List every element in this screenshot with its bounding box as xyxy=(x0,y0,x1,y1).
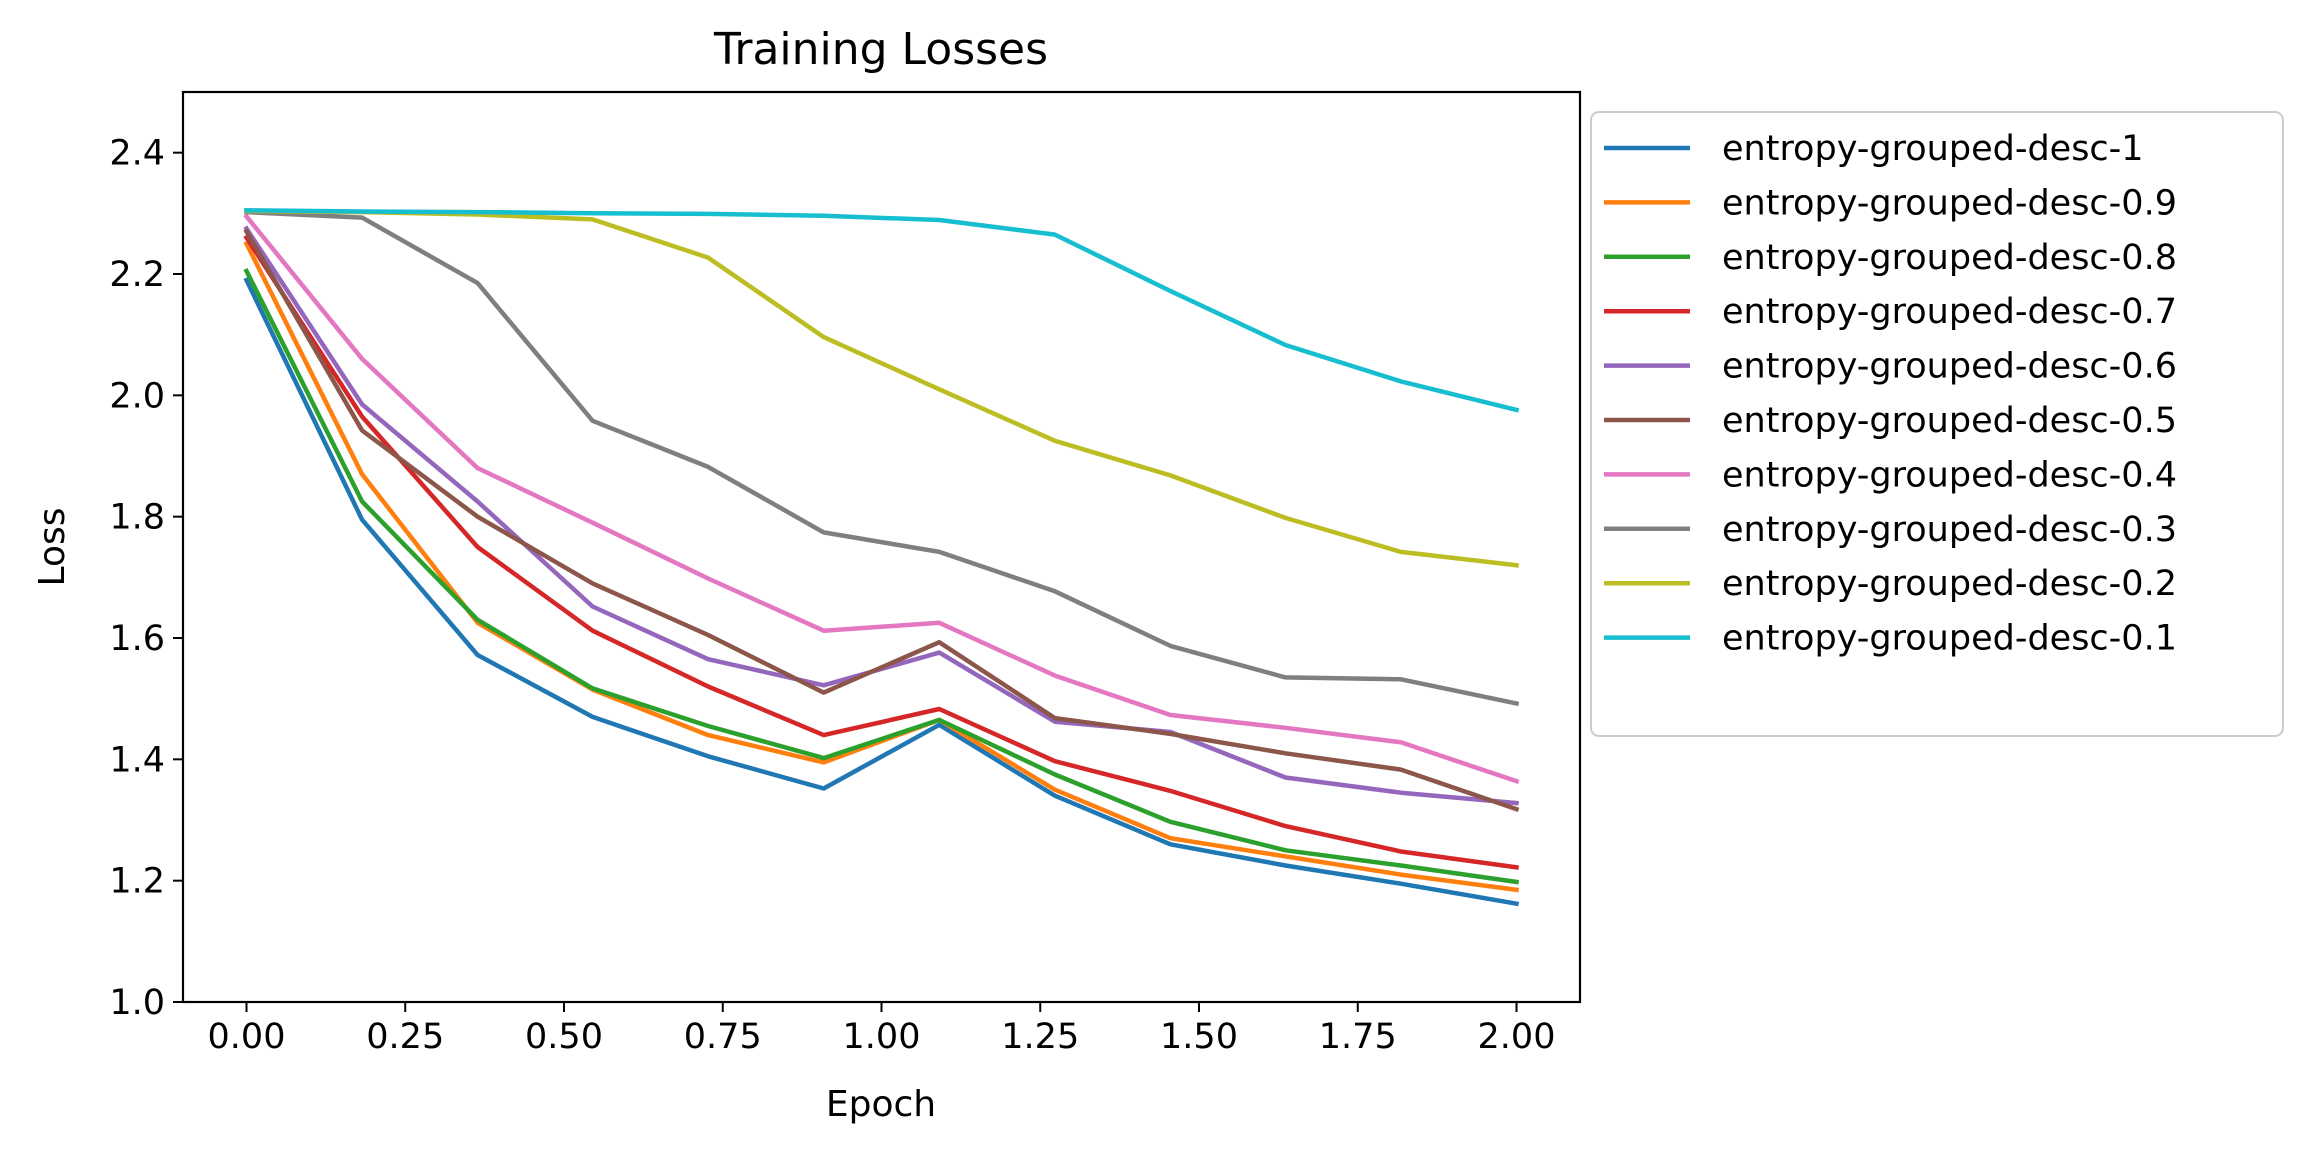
x-tick-label: 0.50 xyxy=(525,1017,603,1057)
legend-entry: entropy-grouped-desc-0.1 xyxy=(1604,619,2177,659)
legend-entry: entropy-grouped-desc-0.8 xyxy=(1604,238,2177,278)
legend-label: entropy-grouped-desc-1 xyxy=(1722,129,2144,169)
y-axis: 1.0 1.2 1.4 1.6 1.8 2.0 2.2 2.4 xyxy=(109,134,183,1023)
legend-box xyxy=(1590,111,2284,737)
legend-label: entropy-grouped-desc-0.8 xyxy=(1722,238,2177,278)
x-axis: 0.00 0.25 0.50 0.75 1.00 1.25 1.50 1.75 2.00 xyxy=(208,1002,1556,1057)
legend-entries: entropy-grouped-desc-1 entropy-grouped-de… xyxy=(1604,129,2177,659)
series-line-8 xyxy=(244,208,1519,568)
legend-entry: entropy-grouped-desc-0.2 xyxy=(1604,564,2177,604)
series-line-1 xyxy=(243,240,1520,893)
y-tick-label: 1.2 xyxy=(109,862,165,902)
series-line-3 xyxy=(243,234,1520,870)
legend: entropy-grouped-desc-1 entropy-grouped-de… xyxy=(1590,111,2284,737)
legend-label: entropy-grouped-desc-0.1 xyxy=(1722,619,2177,659)
series-line-0 xyxy=(243,277,1520,907)
plot-frame xyxy=(181,90,1582,1004)
x-axis-label: Epoch xyxy=(826,1084,936,1125)
x-tick-label: 1.00 xyxy=(843,1017,921,1057)
y-axis-label: Loss xyxy=(32,508,73,587)
series-line-4 xyxy=(243,225,1519,806)
y-tick-label: 1.6 xyxy=(109,619,165,659)
legend-entry: entropy-grouped-desc-0.7 xyxy=(1604,292,2177,332)
legend-entry: entropy-grouped-desc-0.5 xyxy=(1604,401,2177,441)
legend-label: entropy-grouped-desc-0.6 xyxy=(1722,347,2177,387)
plot-series xyxy=(243,208,1520,907)
x-tick-label: 1.50 xyxy=(1160,1017,1238,1057)
series-line-6 xyxy=(243,213,1520,785)
x-tick-label: 0.75 xyxy=(684,1017,762,1057)
legend-label: entropy-grouped-desc-0.5 xyxy=(1722,401,2177,441)
x-tick-label: 2.00 xyxy=(1478,1017,1556,1057)
legend-label: entropy-grouped-desc-0.3 xyxy=(1722,510,2177,550)
legend-label: entropy-grouped-desc-0.4 xyxy=(1722,455,2177,495)
legend-entry: entropy-grouped-desc-0.6 xyxy=(1604,347,2177,387)
series-line-5 xyxy=(243,228,1520,812)
x-tick-label: 1.25 xyxy=(1001,1017,1079,1057)
y-tick-label: 2.2 xyxy=(109,255,165,295)
x-tick-label: 0.25 xyxy=(366,1017,444,1057)
y-tick-label: 1.4 xyxy=(109,740,165,780)
y-tick-label: 1.0 xyxy=(109,983,165,1023)
legend-entry: entropy-grouped-desc-0.4 xyxy=(1604,455,2177,495)
series-line-7 xyxy=(244,209,1520,707)
x-tick-label: 1.75 xyxy=(1319,1017,1397,1057)
y-tick-label: 2.4 xyxy=(109,134,165,174)
y-tick-label: 1.8 xyxy=(109,498,165,538)
legend-label: entropy-grouped-desc-0.2 xyxy=(1722,564,2177,604)
chart-title: Training Losses xyxy=(713,24,1048,75)
legend-entry: entropy-grouped-desc-0.3 xyxy=(1604,510,2177,550)
y-tick-label: 2.0 xyxy=(109,376,165,416)
legend-entry: entropy-grouped-desc-0.9 xyxy=(1604,183,2177,223)
legend-label: entropy-grouped-desc-0.9 xyxy=(1722,183,2177,223)
series-line-2 xyxy=(243,267,1520,885)
legend-label: entropy-grouped-desc-0.7 xyxy=(1722,292,2177,332)
series-line-9 xyxy=(244,208,1520,413)
legend-entry: entropy-grouped-desc-1 xyxy=(1604,129,2144,169)
x-tick-label: 0.00 xyxy=(208,1017,286,1057)
